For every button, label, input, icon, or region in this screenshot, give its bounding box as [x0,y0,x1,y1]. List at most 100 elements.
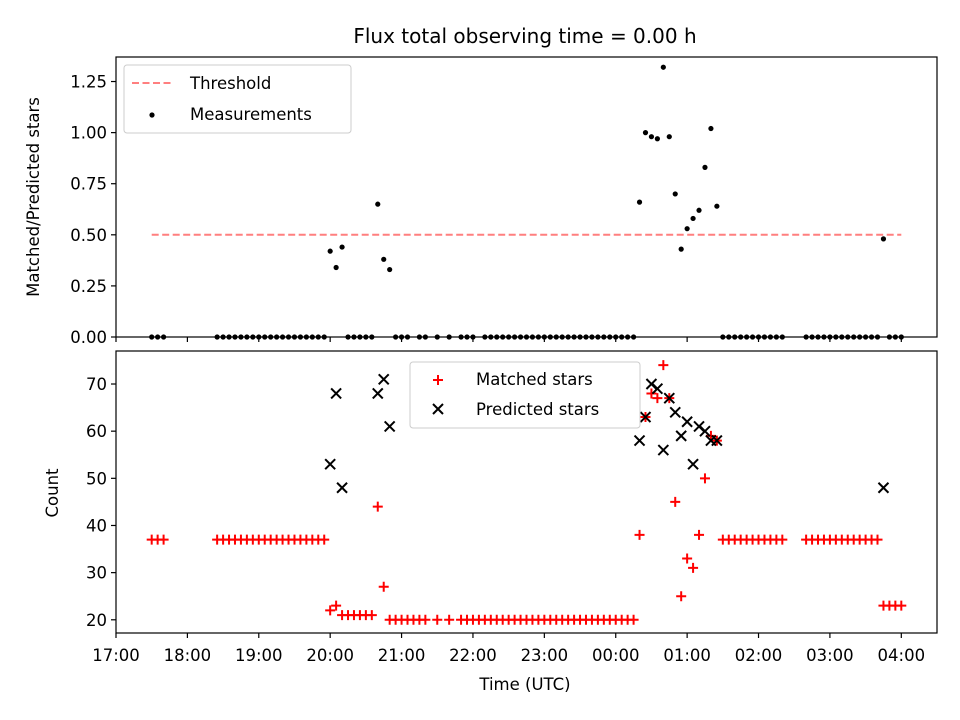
legend-measurements-swatch [149,112,155,118]
top-measurement-point [636,199,643,205]
top-measurement-point [672,191,678,197]
x-axis-label: Time (UTC) [478,675,570,694]
top-axes-frame [115,56,938,338]
bottom-y-tick-label: 30 [86,564,107,583]
x-tick-label: 03:00 [806,646,854,665]
top-measurement-point [880,236,887,242]
matched-star-point [676,591,687,602]
top-y-tick-label: 1.00 [70,124,107,143]
predicted-star-point [639,411,652,423]
top-measurement-point [660,64,666,70]
x-tick-label: 18:00 [164,646,212,665]
top-panel: 0.00 0.25 0.50 0.75 1.00 1.25 Threshold Measure… [70,56,938,347]
x-tick-label: 23:00 [521,646,569,665]
x-tick-label: 00:00 [592,646,640,665]
matched-star-point [432,614,443,625]
matched-star-point [420,614,431,625]
top-y-axis-label: Matched/Predicted stars [24,97,43,297]
matched-star-point [628,614,639,625]
bottom-panel: 20 30 40 50 60 70 17:00 18:00 19:00 20:00 21:00 22:… [86,350,938,665]
top-measurement-point [696,207,702,213]
top-measurement-point [654,136,660,142]
legend-threshold-label: Threshold [189,74,271,93]
top-measurement-point [375,201,381,207]
matched-star-point [331,600,342,611]
bottom-y-axis-label: Count [43,468,62,518]
matched-star-point [158,534,169,545]
bottom-axes-frame [115,350,938,634]
x-tick-label: 17:00 [92,646,140,665]
legend-matched-swatch [433,375,443,385]
predicted-star-point [372,387,384,400]
legend-matched-label: Matched stars [476,370,593,389]
predicted-star-point [378,373,390,386]
chart-title: Flux total observing time = 0.00 h [353,24,696,48]
bottom-legend-box [409,361,641,429]
matched-star-point [896,600,907,611]
top-measurement-point [327,248,333,254]
predicted-star-point [330,387,342,400]
matched-star-point [652,393,663,404]
top-measurement-point [678,246,684,252]
matched-star-point [658,360,669,371]
top-measurement-point [714,203,720,209]
predicted-star-point [675,430,687,442]
predicted-star-point [657,444,670,456]
matched-star-point [646,388,657,399]
top-y-tick-label: 0.75 [70,175,107,194]
x-tick-label: 21:00 [378,646,426,665]
matched-star-point [872,534,883,545]
matched-star-point [319,534,330,545]
x-tick-label: 20:00 [306,646,354,665]
bottom-y-tick-label: 50 [86,469,107,488]
x-tick-label: 22:00 [449,646,497,665]
top-y-tick-label: 0.25 [70,277,107,296]
predicted-star-point [336,482,348,494]
bottom-y-tick-label: 40 [86,516,107,535]
top-measurement-point [339,244,345,250]
matched-star-point [325,605,336,616]
matched-star-point [634,529,645,540]
bottom-y-tick-label: 60 [86,422,107,441]
matched-star-point [444,614,455,625]
matched-star-point [777,534,788,545]
top-y-tick-label: 0.50 [70,226,107,245]
predicted-star-point [687,458,699,470]
top-legend-box [123,64,352,134]
matched-star-point [372,501,383,512]
top-measurement-point [381,256,387,262]
matched-star-point [670,496,681,507]
top-y-tick-label: 1.25 [70,73,107,92]
predicted-star-point [681,416,693,428]
top-measurement-point [708,125,714,132]
legend-predicted-swatch [432,403,444,415]
predicted-star-point [324,458,336,470]
predicted-star-point [663,392,675,404]
top-measurement-point [387,266,393,273]
matched-star-point [694,529,705,540]
predicted-star-point [877,482,890,494]
matched-star-point [682,553,693,564]
top-measurement-point [684,226,690,232]
bottom-y-tick-label: 70 [86,375,107,394]
predicted-star-point [699,425,711,437]
top-measurement-point [333,264,339,271]
x-tick-label: 01:00 [663,646,711,665]
top-measurement-point [648,134,655,140]
matched-star-point [688,562,699,573]
matched-star-point [699,473,710,484]
top-y-tick-label: 0.00 [70,328,107,347]
predicted-star-point [651,383,664,395]
predicted-star-point [633,434,646,447]
x-tick-label: 02:00 [735,646,783,665]
x-tick-label: 04:00 [878,646,926,665]
top-measurement-point [666,134,672,140]
top-measurement-point [642,130,649,136]
legend-predicted-label: Predicted stars [476,400,599,419]
predicted-star-point [711,434,723,447]
bottom-y-tick-label: 20 [86,611,107,630]
predicted-star-point [669,406,681,419]
legend-measurements-label: Measurements [190,105,312,124]
x-tick-label: 19:00 [235,646,283,665]
